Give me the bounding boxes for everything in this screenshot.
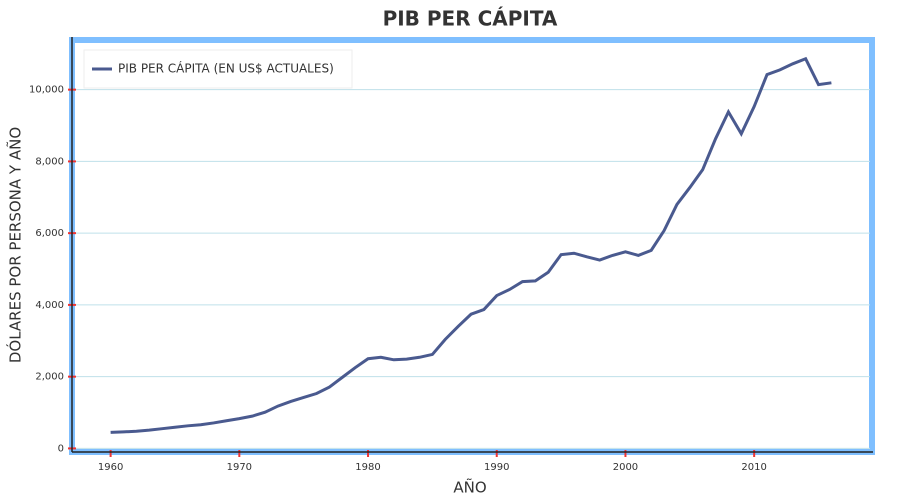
y-tick-label: 2,000 xyxy=(35,372,64,383)
legend-label: PIB PER CÁPITA (EN US$ ACTUALES) xyxy=(118,61,334,76)
y-axis-label: DÓLARES POR PERSONA Y AÑO xyxy=(6,127,25,363)
x-tick-label: 1960 xyxy=(98,462,123,473)
data-line xyxy=(110,56,832,434)
y-tick-label: 10,000 xyxy=(29,85,64,96)
x-tick-label: 2010 xyxy=(741,462,766,473)
y-tick-label: 8,000 xyxy=(35,156,64,167)
y-tick-label: 6,000 xyxy=(35,228,64,239)
x-tick-label: 1980 xyxy=(355,462,380,473)
x-tick-label: 2000 xyxy=(613,462,638,473)
chart-title: PIB PER CÁPITA xyxy=(383,7,558,31)
x-tick-label: 1990 xyxy=(484,462,509,473)
legend-box xyxy=(83,49,353,89)
y-tick-label: 0 xyxy=(58,443,64,454)
y-tick-label: 4,000 xyxy=(35,300,64,311)
x-tick-label: 1970 xyxy=(227,462,252,473)
plot-frame xyxy=(69,37,875,455)
x-axis-label: AÑO xyxy=(453,478,486,497)
